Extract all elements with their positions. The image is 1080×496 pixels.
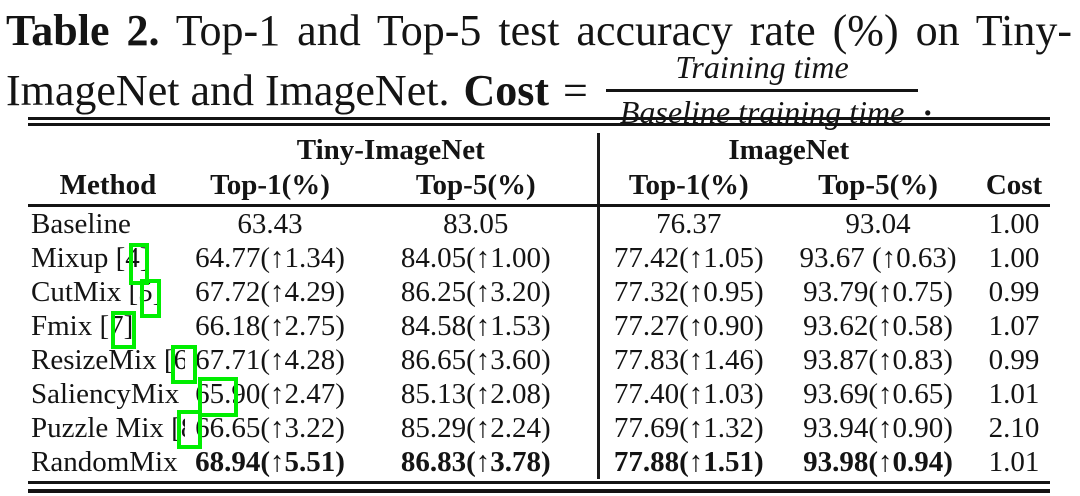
caption-equals-sign: = xyxy=(563,65,588,115)
caption-period: . xyxy=(922,75,934,125)
cell-method: RandomMix xyxy=(31,445,178,478)
citation-link-box-7[interactable] xyxy=(111,311,136,349)
cell-tiny-top1: 67.72(↑4.29) xyxy=(195,275,345,308)
cell-imagenet-top1: 77.88(↑1.51) xyxy=(613,445,764,478)
cell-method: Fmix [7] xyxy=(31,309,134,342)
cell-imagenet-top1: 77.83(↑1.46) xyxy=(613,343,764,376)
table-row: RandomMix 68.94(↑5.51) 86.83(↑3.78) 77.88(↑… xyxy=(28,445,1050,479)
column-header-row: Method Top-1(%) Top-5(%) Top-1(%) Top-5(%) Co… xyxy=(28,167,1051,207)
table-row: Fmix [7] 66.18(↑2.75) 84.58(↑1.53) 77.27(↑0… xyxy=(28,309,1050,343)
cell-imagenet-top5: 93.87(↑0.83) xyxy=(803,343,953,376)
caption-text-continued: ImageNet and ImageNet. xyxy=(6,65,450,115)
cell-cost: 1.01 xyxy=(988,377,1040,410)
cell-tiny-top1: 64.77(↑1.34) xyxy=(195,241,345,274)
cell-imagenet-top1: 77.40(↑1.03) xyxy=(613,377,764,410)
cost-fraction: Training time Baseline training time xyxy=(605,49,919,131)
group-header-row: Tiny-ImageNet ImageNet xyxy=(28,133,1050,167)
table-row: Puzzle Mix [8]66.65(↑3.22)85.29(↑2.24)77… xyxy=(28,411,1050,445)
fraction-numerator: Training time xyxy=(675,49,849,85)
citation-link-box-10[interactable] xyxy=(198,377,238,417)
column-header-cost: Cost xyxy=(978,167,1051,207)
citation-link-box-5[interactable] xyxy=(140,279,161,318)
cell-imagenet-top1: 77.27(↑0.90) xyxy=(613,309,764,342)
table-caption-line2: ImageNet and ImageNet. Cost = Training t… xyxy=(6,50,933,130)
cell-tiny-top5: 84.05(↑1.00) xyxy=(355,241,600,275)
table-row: ResizeMix [6] 67.71(↑4.28) 86.65(↑3.60) 77.… xyxy=(28,343,1050,377)
cell-tiny-top1: 68.94(↑5.51) xyxy=(195,445,345,478)
group-header-spacer-cost xyxy=(978,133,1050,167)
caption-cost-label: Cost xyxy=(463,65,550,115)
cell-cost: 1.00 xyxy=(988,207,1040,240)
cell-tiny-top1: 63.43 xyxy=(237,207,303,240)
column-header-imagenet-top5: Top-5(%) xyxy=(778,167,979,207)
cell-tiny-top1: 65.90(↑2.47) xyxy=(195,377,345,410)
cell-imagenet-top1: 77.32(↑0.95) xyxy=(613,275,764,308)
column-header-tiny-top1: Top-1(%) xyxy=(185,167,355,207)
cell-tiny-top5: 84.58(↑1.53) xyxy=(355,309,600,343)
column-header-imagenet-top1: Top-1(%) xyxy=(598,167,779,207)
cell-method: Puzzle Mix [8] xyxy=(31,411,185,444)
group-header-spacer-left xyxy=(28,133,185,167)
cell-tiny-top5: 86.83(↑3.78) xyxy=(355,445,600,479)
cell-imagenet-top1: 77.42(↑1.05) xyxy=(613,241,764,274)
table-row: Baseline 63.43 83.05 76.37 93.04 1.00 xyxy=(28,205,1050,241)
cell-tiny-top5: 83.05 xyxy=(355,205,600,241)
table-row: SaliencyMix [10] 65.90(↑2.47) 85.13(↑2.08)… xyxy=(28,377,1050,411)
cell-imagenet-top5: 93.98(↑0.94) xyxy=(803,445,953,478)
citation-link-box-8[interactable] xyxy=(177,410,202,449)
cell-tiny-top5: 85.13(↑2.08) xyxy=(355,377,600,411)
cell-method: CutMix [5] xyxy=(31,275,163,308)
cell-cost: 0.99 xyxy=(988,343,1040,376)
cell-imagenet-top5: 93.94(↑0.90) xyxy=(803,411,953,444)
cell-tiny-top1: 66.18(↑2.75) xyxy=(195,309,345,342)
citation-link-box-4[interactable] xyxy=(129,243,149,285)
cell-method: SaliencyMix [10] xyxy=(31,377,185,410)
cell-cost: 1.07 xyxy=(988,309,1040,342)
table-row: CutMix [5] 67.72(↑4.29) 86.25(↑3.20) 77.32(… xyxy=(28,275,1050,309)
citation-link-box-6[interactable] xyxy=(171,345,197,384)
cell-method: Baseline xyxy=(31,207,131,240)
cell-method: Mixup [4] xyxy=(31,241,150,274)
cell-imagenet-top5: 93.62(↑0.58) xyxy=(803,309,953,342)
cell-cost: 2.10 xyxy=(988,411,1040,444)
fraction-denominator: Baseline training time xyxy=(605,88,919,131)
cell-cost: 0.99 xyxy=(988,275,1040,308)
group-header-tiny-imagenet: Tiny-ImageNet xyxy=(185,133,600,167)
cell-imagenet-top5: 93.69(↑0.65) xyxy=(803,377,953,410)
cell-imagenet-top5: 93.04 xyxy=(845,207,911,240)
group-header-imagenet: ImageNet xyxy=(728,133,850,166)
cell-imagenet-top1: 77.69(↑1.32) xyxy=(613,411,764,444)
cell-cost: 1.01 xyxy=(988,445,1040,478)
cell-tiny-top5: 86.25(↑3.20) xyxy=(355,275,600,309)
cell-tiny-top1: 67.71(↑4.28) xyxy=(195,343,345,376)
table-row: Mixup [4] 64.77(↑1.34) 84.05(↑1.00) 77.42(↑… xyxy=(28,241,1050,275)
cell-cost: 1.00 xyxy=(988,241,1040,274)
cell-tiny-top5: 85.29(↑2.24) xyxy=(355,411,600,445)
results-table: Tiny-ImageNet ImageNet Method Top-1(%) Top-… xyxy=(28,133,1051,479)
caption-text: Top-1 and Top-5 test accuracy rate (%) o… xyxy=(175,6,1072,55)
table-top-rule xyxy=(28,117,1050,126)
cell-tiny-top5: 86.65(↑3.60) xyxy=(355,343,600,377)
cell-method: ResizeMix [6] xyxy=(31,343,185,376)
cell-imagenet-top5: 93.67 (↑0.63) xyxy=(799,241,957,274)
table-caption-line1: Table 2. Top-1 and Top-5 test accuracy r… xyxy=(6,6,1072,56)
cell-imagenet-top1: 76.37 xyxy=(656,207,722,240)
cell-imagenet-top5: 93.79(↑0.75) xyxy=(803,275,953,308)
column-header-tiny-top5: Top-5(%) xyxy=(355,167,600,207)
table-header: Tiny-ImageNet ImageNet Method Top-1(%) Top-… xyxy=(28,133,1051,207)
caption-table-number: Table 2. xyxy=(6,6,160,55)
table-body: Baseline 63.43 83.05 76.37 93.04 1.00 Mixup [4… xyxy=(28,205,1050,479)
column-header-method: Method xyxy=(28,167,185,207)
table-bottom-rule xyxy=(28,481,1050,493)
